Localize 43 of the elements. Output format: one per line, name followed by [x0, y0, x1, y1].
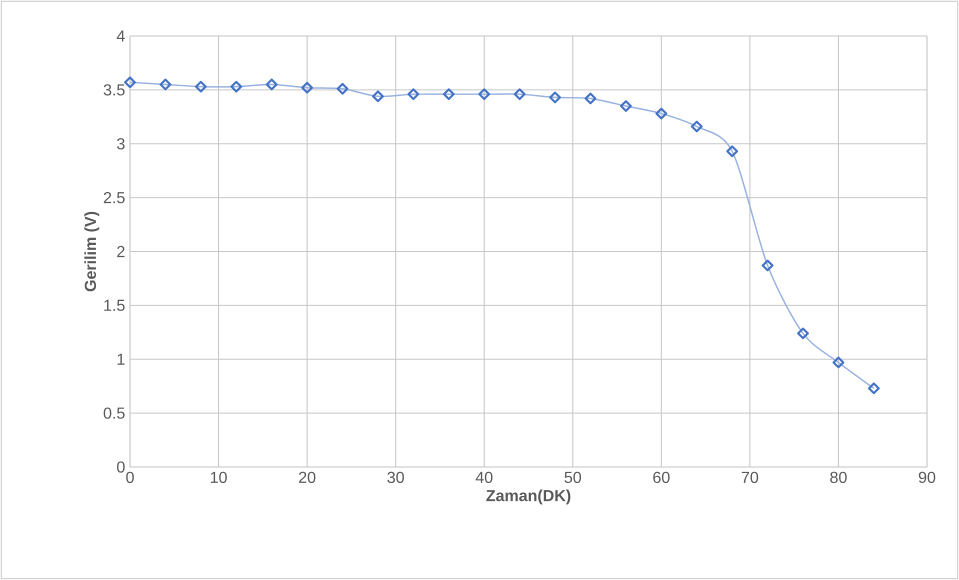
x-tick-label: 60	[653, 472, 670, 484]
point	[124, 76, 136, 88]
y-tick-label: 0.5	[104, 407, 125, 419]
point	[690, 120, 703, 132]
point	[832, 356, 844, 368]
point	[514, 88, 526, 100]
x-tick-label: 30	[387, 472, 404, 484]
x-tick-label: 0	[126, 472, 134, 484]
y-tick-label: 3	[117, 138, 125, 150]
x-tick-label: 80	[830, 472, 847, 484]
point	[266, 78, 278, 90]
y-axis-title: Gerilim (V)	[84, 212, 100, 292]
y-tick-label: 2	[117, 246, 124, 258]
point	[762, 260, 774, 272]
point	[301, 82, 314, 94]
x-tick-label: 90	[918, 472, 936, 484]
point	[584, 92, 596, 104]
point	[230, 80, 242, 92]
y-tick-label: 1	[118, 354, 125, 365]
point	[655, 108, 668, 120]
point	[620, 100, 632, 112]
y-tick-label: 4	[116, 30, 125, 42]
y-tick-label: 1.5	[104, 300, 125, 311]
x-tick-label: 20	[299, 472, 316, 484]
x-tick-label: 50	[564, 472, 582, 484]
point	[442, 88, 455, 100]
point	[868, 382, 880, 394]
x-tick-label: 10	[210, 472, 227, 484]
point	[372, 90, 384, 102]
point	[407, 88, 420, 100]
x-tick-label: 40	[476, 472, 493, 484]
y-tick-label: 3.5	[104, 84, 125, 96]
y-tick-label: 0	[117, 461, 125, 473]
point	[160, 78, 172, 90]
point	[478, 88, 490, 100]
point	[549, 92, 561, 104]
point	[194, 80, 207, 92]
point	[726, 145, 738, 158]
x-tick-label: 70	[742, 472, 758, 484]
x-axis-title: Zaman(DK)	[486, 490, 570, 504]
y-tick-label: 2.5	[104, 192, 125, 204]
point	[336, 82, 348, 95]
point	[797, 328, 809, 340]
